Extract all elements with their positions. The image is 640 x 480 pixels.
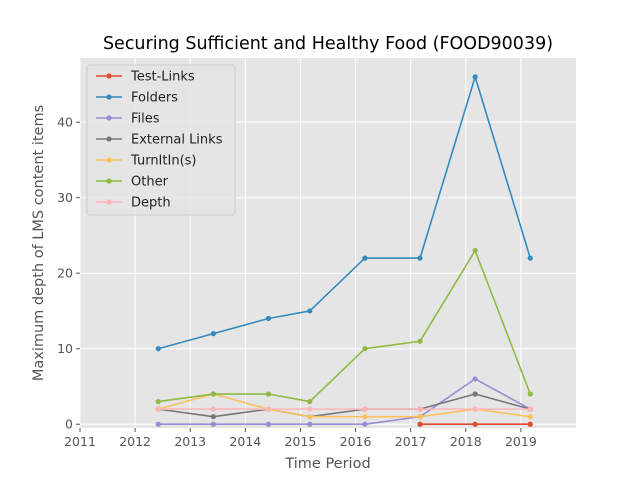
data-point-depth xyxy=(155,406,161,412)
legend-item-folders: Folders xyxy=(96,91,178,106)
data-point-other xyxy=(307,398,313,405)
legend-marker xyxy=(106,115,112,121)
legend-item-files: Files xyxy=(96,112,160,127)
y-axis-ticks: 0 10 20 30 40 xyxy=(57,115,80,432)
legend-label: Other xyxy=(131,175,169,190)
data-point-files xyxy=(210,421,216,427)
data-point-folders xyxy=(472,74,478,80)
data-point-external-links xyxy=(210,414,216,420)
data-point-files xyxy=(472,376,478,382)
legend-item-turnitin-s: TurnItIn(s) xyxy=(96,154,196,169)
chart-title: Securing Sufficient and Healthy Food (FO… xyxy=(103,34,553,54)
data-point-other xyxy=(527,391,533,397)
legend-marker xyxy=(106,94,112,100)
data-point-test-links xyxy=(472,421,478,427)
data-point-turnitin-s xyxy=(362,414,368,420)
x-tick-label: 2016 xyxy=(340,434,372,449)
data-point-turnitin-s xyxy=(307,414,313,420)
legend-marker xyxy=(106,136,112,142)
legend-box xyxy=(86,64,236,216)
data-point-test-links xyxy=(417,421,423,427)
y-tick-label: 20 xyxy=(57,266,73,281)
legend-label: External Links xyxy=(131,133,223,148)
data-point-depth xyxy=(362,406,368,412)
data-point-folders xyxy=(210,331,216,337)
x-axis-label: Time Period xyxy=(284,456,370,472)
data-point-other xyxy=(472,247,478,254)
data-point-turnitin-s xyxy=(417,414,423,420)
x-tick-label: 2015 xyxy=(285,434,317,449)
data-point-folders xyxy=(527,255,533,261)
data-point-files xyxy=(155,421,161,427)
legend-item-test-links: Test-Links xyxy=(96,70,195,85)
series-other xyxy=(155,247,533,405)
data-point-other xyxy=(265,391,272,397)
data-point-folders xyxy=(417,255,423,261)
data-point-folders xyxy=(155,346,161,352)
data-point-depth xyxy=(210,406,216,412)
series-line-folders xyxy=(158,76,532,350)
series-folders xyxy=(155,74,533,352)
legend-marker xyxy=(106,178,112,184)
data-point-files xyxy=(307,421,313,427)
legend-marker xyxy=(106,199,112,205)
legend-label: Files xyxy=(131,112,160,127)
x-tick-label: 2011 xyxy=(64,434,96,449)
data-point-other xyxy=(362,346,368,352)
data-point-turnitin-s xyxy=(527,414,533,420)
y-tick-label: 30 xyxy=(57,190,73,205)
legend-marker xyxy=(106,157,112,163)
data-point-other xyxy=(417,338,423,344)
legend-label: Depth xyxy=(131,196,171,211)
data-point-files xyxy=(265,421,272,427)
x-axis-ticks: 2011 2012 2013 2014 2015 2016 2017 2018 2019 xyxy=(64,428,537,449)
x-tick-label: 2018 xyxy=(450,434,482,449)
series-group xyxy=(155,74,533,427)
legend-item-depth: Depth xyxy=(96,196,171,211)
x-tick-label: 2014 xyxy=(229,434,261,449)
y-tick-label: 0 xyxy=(65,417,73,432)
x-tick-label: 2013 xyxy=(174,434,206,449)
data-point-other xyxy=(155,398,161,405)
legend-marker xyxy=(106,73,112,79)
data-point-test-links xyxy=(527,421,533,427)
series-line-external-links xyxy=(158,393,531,418)
data-point-depth xyxy=(307,406,313,412)
legend-item-other: Other xyxy=(96,175,169,190)
legend-items: Test-Links Folders Files External Links Turn… xyxy=(96,70,223,211)
series-line-files xyxy=(158,378,531,426)
legend-label: Folders xyxy=(131,91,178,106)
legend-item-external-links: External Links xyxy=(96,133,223,148)
data-point-depth xyxy=(472,406,478,412)
data-point-depth xyxy=(265,406,272,412)
x-tick-label: 2019 xyxy=(505,434,537,449)
series-line-turnitin-s xyxy=(158,393,531,418)
y-axis-label: Maximum depth of LMS content items xyxy=(31,105,47,381)
x-tick-label: 2012 xyxy=(119,434,151,449)
y-tick-label: 40 xyxy=(57,115,73,130)
data-point-external-links xyxy=(472,391,478,397)
legend: Test-Links Folders Files External Links Turn… xyxy=(86,64,236,216)
legend-label: Test-Links xyxy=(130,70,195,85)
y-tick-label: 10 xyxy=(57,341,73,356)
series-depth xyxy=(155,406,533,412)
data-point-folders xyxy=(362,255,368,261)
data-point-other xyxy=(210,391,216,397)
series-test-links xyxy=(417,421,533,427)
data-point-depth xyxy=(527,406,533,412)
data-point-folders xyxy=(307,308,313,314)
series-line-other xyxy=(158,249,532,403)
data-point-depth xyxy=(417,406,423,412)
x-tick-label: 2017 xyxy=(395,434,427,449)
data-point-folders xyxy=(265,315,272,322)
legend-label: TurnItIn(s) xyxy=(130,154,196,169)
data-point-files xyxy=(362,421,368,427)
